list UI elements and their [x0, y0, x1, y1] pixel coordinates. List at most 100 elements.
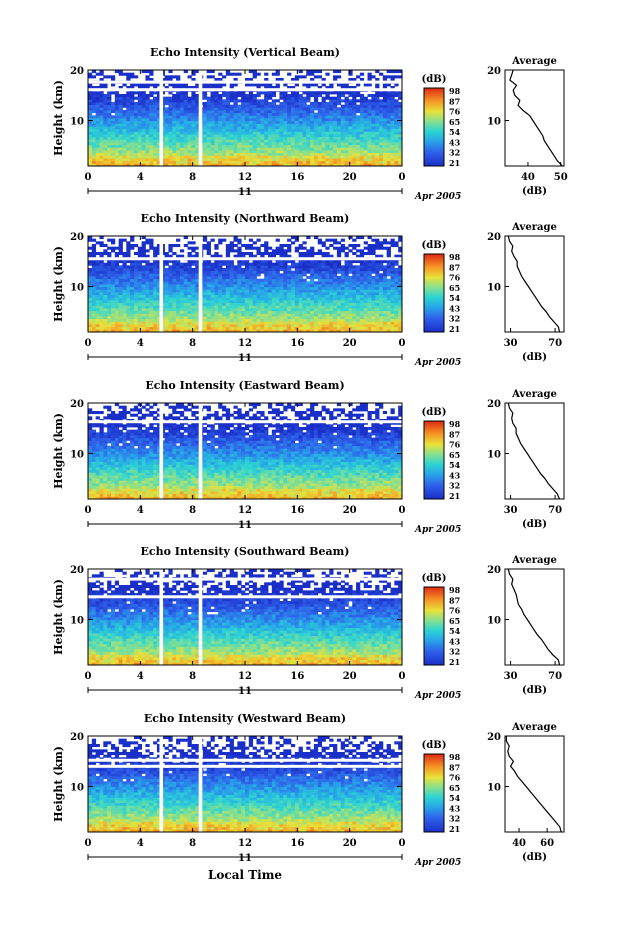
- heatmap-cell: [130, 292, 134, 295]
- heatmap-cell: [279, 297, 283, 300]
- heatmap-cell: [230, 94, 234, 97]
- heatmap-cell: [295, 313, 299, 316]
- heatmap-cell: [391, 297, 395, 300]
- heatmap-cell: [107, 260, 111, 263]
- heatmap-cell: [368, 83, 372, 86]
- heatmap-cell: [383, 78, 387, 81]
- heatmap-cell: [145, 126, 149, 129]
- heatmap-cell: [318, 297, 322, 300]
- heatmap-cell: [115, 313, 119, 316]
- heatmap-cell: [211, 324, 215, 327]
- heatmap-cell: [256, 324, 260, 327]
- heatmap-cell: [203, 300, 207, 303]
- heatmap-cell: [153, 263, 157, 266]
- heatmap-cell: [387, 321, 391, 324]
- heatmap-cell: [211, 150, 215, 153]
- heatmap-cell: [383, 260, 387, 263]
- heatmap-cell: [371, 131, 375, 134]
- heatmap-cell: [352, 97, 356, 100]
- heatmap-cell: [253, 158, 257, 161]
- heatmap-cell: [119, 289, 123, 292]
- heatmap-cell: [314, 252, 318, 255]
- heatmap-cell: [291, 295, 295, 298]
- heatmap-cell: [345, 129, 349, 132]
- heatmap-cell: [253, 107, 257, 110]
- heatmap-cell: [111, 316, 115, 319]
- heatmap-cell: [99, 263, 103, 266]
- heatmap-cell: [207, 321, 211, 324]
- heatmap-cell: [218, 107, 222, 110]
- average-unit: (dB): [522, 186, 547, 197]
- heatmap-cell: [272, 305, 276, 308]
- heatmap-cell: [207, 308, 211, 311]
- heatmap-cell: [329, 126, 333, 129]
- heatmap-cell: [122, 161, 126, 164]
- heatmap-cell: [337, 308, 341, 311]
- heatmap-cell: [329, 279, 333, 282]
- heatmap-cell: [188, 131, 192, 134]
- heatmap-cell: [310, 324, 314, 327]
- heatmap-cell: [276, 303, 280, 306]
- heatmap-cell: [364, 321, 368, 324]
- heatmap-cell: [391, 303, 395, 306]
- heatmap-cell: [391, 265, 395, 268]
- heatmap-cell: [237, 260, 241, 263]
- heatmap-cell: [329, 295, 333, 298]
- heatmap-cell: [364, 131, 368, 134]
- heatmap-cell: [138, 295, 142, 298]
- heatmap-cell: [111, 324, 115, 327]
- heatmap-cell: [111, 107, 115, 110]
- heatmap-cell: [134, 316, 138, 319]
- heatmap-cell: [230, 249, 234, 252]
- heatmap-cell: [264, 303, 268, 306]
- heatmap-cell: [230, 145, 234, 148]
- heatmap-cell: [172, 263, 176, 266]
- heatmap-cell: [211, 305, 215, 308]
- heatmap-cell: [226, 300, 230, 303]
- heatmap-cell: [234, 295, 238, 298]
- heatmap-cell: [111, 305, 115, 308]
- heatmap-cell: [88, 73, 92, 76]
- heatmap-cell: [188, 126, 192, 129]
- heatmap-cell: [226, 263, 230, 266]
- date-label: Apr 2005: [414, 192, 461, 202]
- heatmap-cell: [115, 137, 119, 140]
- heatmap-cell: [226, 105, 230, 108]
- heatmap-cell: [387, 327, 391, 330]
- heatmap-cell: [283, 115, 287, 118]
- heatmap-cell: [268, 308, 272, 311]
- heatmap-cell: [341, 316, 345, 319]
- heatmap-cell: [295, 75, 299, 78]
- heatmap-cell: [352, 316, 356, 319]
- heatmap-cell: [245, 153, 249, 156]
- heatmap-cell: [184, 303, 188, 306]
- heatmap-cell: [130, 263, 134, 266]
- heatmap-cell: [379, 327, 383, 330]
- heatmap-cell: [107, 99, 111, 102]
- heatmap-cell: [306, 147, 310, 150]
- heatmap-cell: [237, 99, 241, 102]
- heatmap-cell: [260, 260, 264, 263]
- heatmap-cell: [145, 145, 149, 148]
- heatmap-cell: [279, 139, 283, 142]
- heatmap-cell: [352, 161, 356, 164]
- heatmap-cell: [222, 110, 226, 113]
- heatmap-cell: [302, 305, 306, 308]
- heatmap-cell: [203, 153, 207, 156]
- heatmap-cell: [122, 118, 126, 121]
- heatmap-cell: [142, 115, 146, 118]
- heatmap-cell: [387, 118, 391, 121]
- heatmap-cell: [96, 142, 100, 145]
- heatmap-cell: [168, 113, 172, 116]
- heatmap-cell: [115, 327, 119, 330]
- heatmap-cell: [299, 129, 303, 132]
- heatmap-cell: [387, 126, 391, 129]
- heatmap-cell: [119, 110, 123, 113]
- heatmap-cell: [302, 308, 306, 311]
- heatmap-cell: [356, 115, 360, 118]
- heatmap-cell: [203, 279, 207, 282]
- heatmap-cell: [333, 308, 337, 311]
- heatmap-cell: [268, 134, 272, 137]
- heatmap-cell: [272, 102, 276, 105]
- heatmap-cell: [352, 94, 356, 97]
